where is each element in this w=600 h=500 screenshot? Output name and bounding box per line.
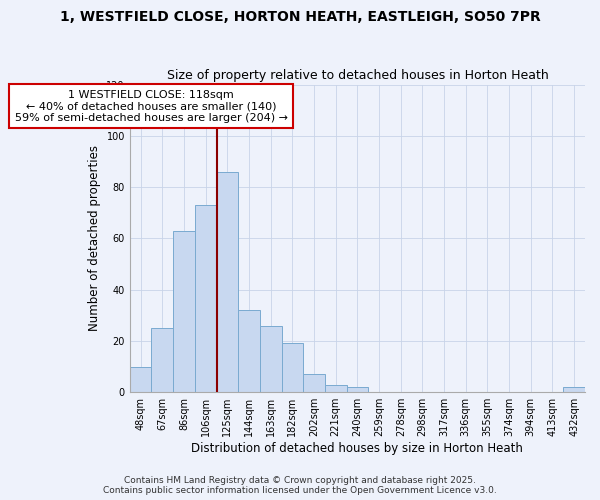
Y-axis label: Number of detached properties: Number of detached properties xyxy=(88,146,101,332)
Bar xyxy=(151,328,173,392)
Bar xyxy=(281,344,303,392)
Bar xyxy=(238,310,260,392)
Title: Size of property relative to detached houses in Horton Heath: Size of property relative to detached ho… xyxy=(167,69,548,82)
Bar xyxy=(303,374,325,392)
Text: 1 WESTFIELD CLOSE: 118sqm
← 40% of detached houses are smaller (140)
59% of semi: 1 WESTFIELD CLOSE: 118sqm ← 40% of detac… xyxy=(14,90,287,123)
X-axis label: Distribution of detached houses by size in Horton Heath: Distribution of detached houses by size … xyxy=(191,442,523,455)
Bar xyxy=(195,205,217,392)
Text: 1, WESTFIELD CLOSE, HORTON HEATH, EASTLEIGH, SO50 7PR: 1, WESTFIELD CLOSE, HORTON HEATH, EASTLE… xyxy=(59,10,541,24)
Bar xyxy=(217,172,238,392)
Bar xyxy=(173,230,195,392)
Bar xyxy=(325,384,347,392)
Bar xyxy=(260,326,281,392)
Bar xyxy=(563,387,585,392)
Bar xyxy=(130,366,151,392)
Bar xyxy=(347,387,368,392)
Text: Contains HM Land Registry data © Crown copyright and database right 2025.
Contai: Contains HM Land Registry data © Crown c… xyxy=(103,476,497,495)
